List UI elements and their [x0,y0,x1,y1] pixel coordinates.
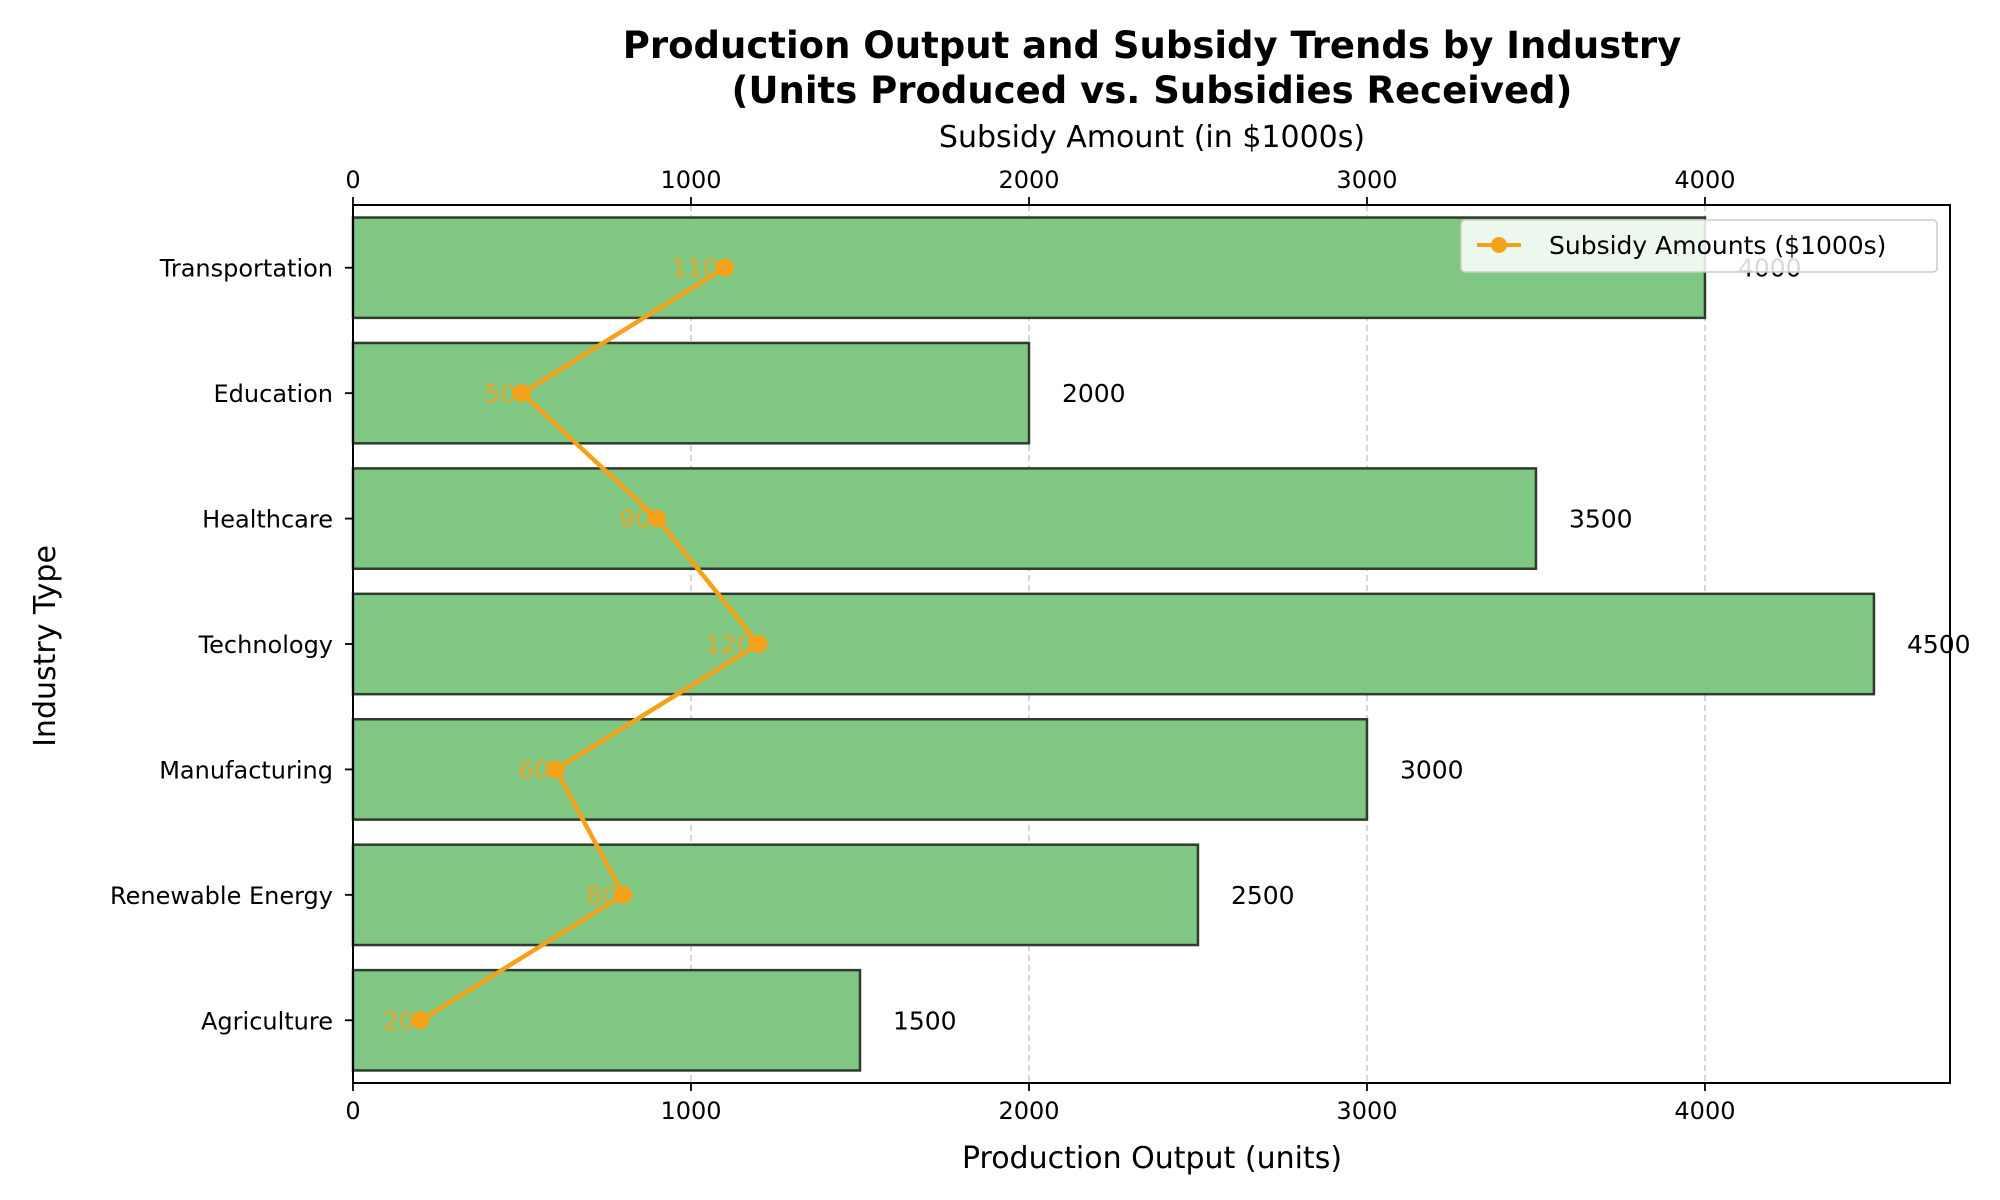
chart-title-line1: Production Output and Subsidy Trends by … [623,24,1682,67]
subsidy-value-label: 110 [671,254,719,283]
bar-value-label: 4500 [1907,630,1971,659]
x2-tick-label: 2000 [998,166,1059,194]
x2-tick-label: 3000 [1336,166,1397,194]
legend-box [1460,219,1938,273]
subsidy-value-label: 120 [705,630,753,659]
subsidy-point [546,760,565,779]
subsidy-point [749,635,768,653]
x-tick-label: 2000 [998,1097,1059,1125]
legend-label: Subsidy Amounts ($1000s) [1549,231,1886,260]
category-label: Technology [198,631,333,659]
x2-tick-label: 4000 [1674,166,1735,194]
bar-value-label: 2500 [1231,881,1295,910]
category-label: Agriculture [201,1007,333,1035]
category-label: Healthcare [202,506,333,534]
subsidy-value-label: 90 [619,505,651,534]
x-tick-label: 1000 [660,1097,721,1125]
category-label: Manufacturing [159,756,333,784]
subsidy-point [512,384,531,403]
x2-tick-label: 1000 [660,166,721,194]
category-label: Transportation [159,255,333,283]
legend-marker-swatch [1491,237,1507,253]
bar-education [351,341,1031,445]
x-tick-label: 0 [345,1097,360,1125]
bar-value-label: 1500 [893,1006,957,1035]
subsidy-point [614,885,633,904]
y-axis-label: Industry Type [28,545,63,747]
subsidy-line: 20 80 60 120 90 50 110 [383,254,768,1035]
subsidy-point [411,1011,430,1030]
legend: Subsidy Amounts ($1000s) [1460,219,1938,273]
chart-title-line2: (Units Produced vs. Subsidies Received) [732,69,1573,112]
subsidy-value-label: 80 [586,881,618,910]
subsidy-point [648,509,667,528]
bar-healthcare [351,467,1538,570]
bar-value-label: 2000 [1062,379,1126,408]
subsidy-value-label: 50 [484,379,516,408]
ticks: 0 0 1000 1000 2000 2000 3000 3000 4000 4000 Agricu… [110,166,1735,1125]
x-tick-label: 3000 [1336,1097,1397,1125]
subsidy-value-label: 20 [383,1006,415,1035]
top-axis-label: Subsidy Amount (in $1000s) [939,120,1365,155]
x-axis-label: Production Output (units) [962,1141,1342,1176]
subsidy-point [715,258,734,277]
category-label: Education [214,380,333,408]
subsidy-value-label: 60 [518,755,550,784]
bar-agriculture [351,968,862,1072]
bar-manufacturing [351,718,1369,821]
bar-value-label: 3500 [1569,505,1633,534]
bars [351,216,1876,1072]
bar-renewable-energy [351,843,1200,947]
x2-tick-label: 0 [345,166,360,194]
bar-technology [351,592,1876,696]
bar-value-label: 3000 [1400,755,1464,784]
category-label: Renewable Energy [110,882,333,910]
x-tick-label: 4000 [1674,1097,1735,1125]
